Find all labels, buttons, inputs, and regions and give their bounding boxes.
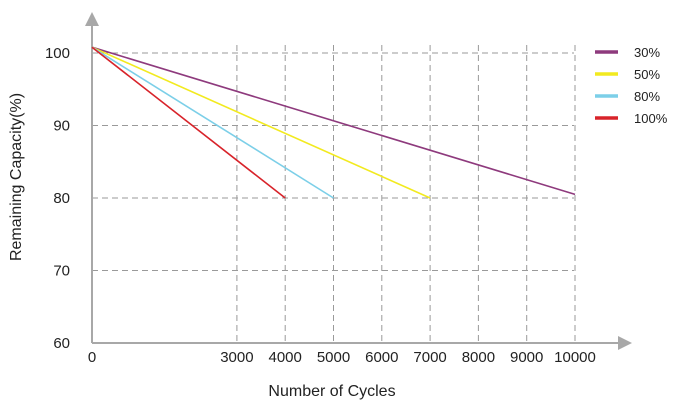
x-tick-label: 8000 [462, 349, 495, 366]
x-tick-label: 10000 [554, 349, 596, 366]
legend-label: 100% [634, 111, 668, 126]
series-line-2 [91, 46, 334, 199]
x-tick-label: 9000 [510, 349, 543, 366]
y-tick-label: 100 [45, 45, 70, 62]
x-tick-label: 3000 [220, 349, 253, 366]
x-axis-title: Number of Cycles [268, 383, 395, 400]
y-axis-title: Remaining Capacity(%) [8, 93, 25, 261]
y-tick-label: 60 [53, 335, 70, 352]
y-tick-label: 70 [53, 263, 70, 280]
series-line-0 [91, 46, 576, 196]
x-tick-label: 7000 [413, 349, 446, 366]
y-tick-label: 80 [53, 190, 70, 207]
legend: 30% 50% 80% 100% [595, 45, 668, 126]
axes [85, 12, 632, 350]
y-tick-label: 90 [53, 118, 70, 135]
legend-label: 50% [634, 67, 660, 82]
series-line-3 [91, 46, 286, 199]
x-tick-label: 6000 [365, 349, 398, 366]
tick-labels: 0 3000 4000 5000 6000 7000 8000 9000 10000 60 70 80… [45, 45, 596, 366]
x-tick-label: 4000 [269, 349, 302, 366]
y-axis-arrow [85, 12, 99, 26]
gridlines [92, 45, 576, 343]
legend-label: 30% [634, 45, 660, 60]
legend-label: 80% [634, 89, 660, 104]
x-axis-arrow [618, 336, 632, 350]
x-tick-label: 0 [88, 349, 96, 366]
series-line-1 [91, 46, 431, 199]
x-tick-label: 5000 [317, 349, 350, 366]
series-lines [91, 46, 576, 199]
